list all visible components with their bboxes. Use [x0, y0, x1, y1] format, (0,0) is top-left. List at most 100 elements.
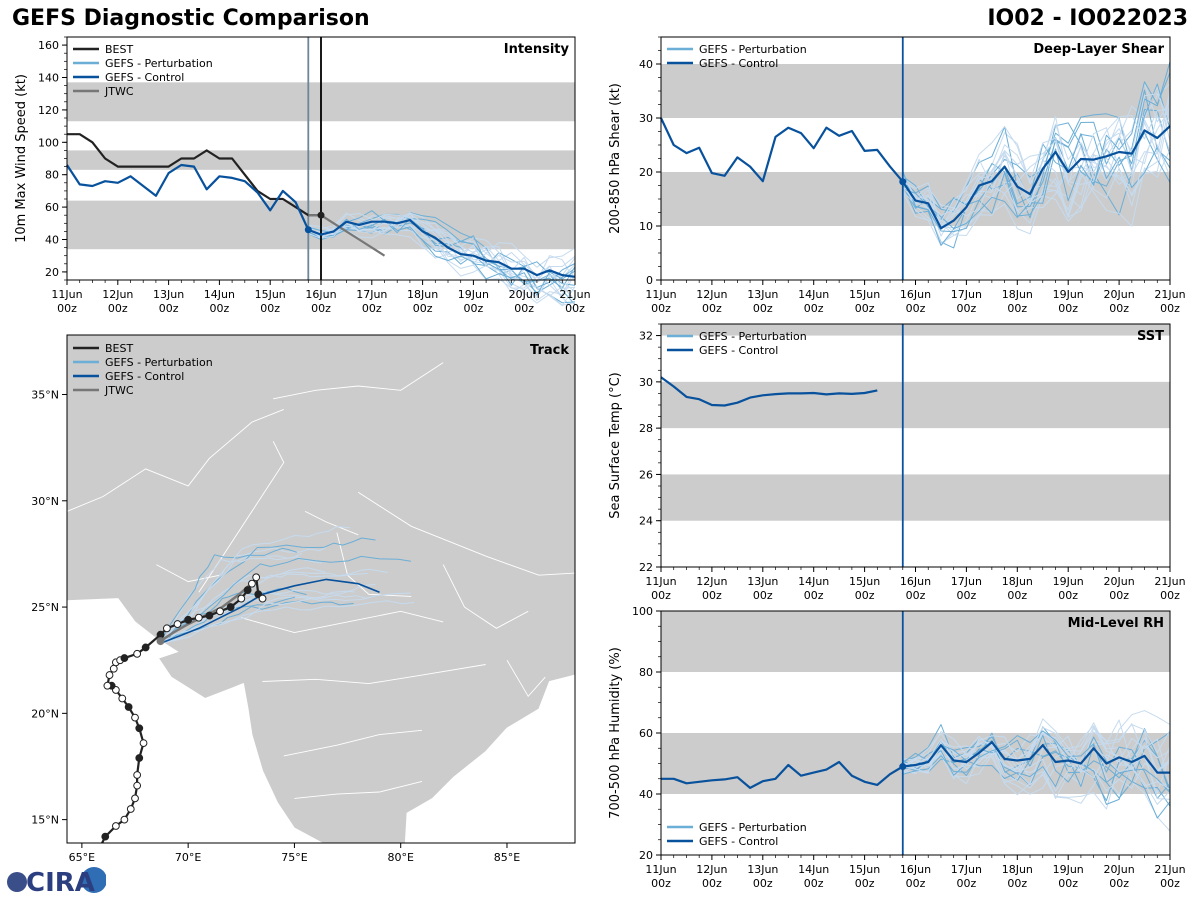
perturbation-track-15: [160, 555, 411, 644]
x-tick-hour: 00z: [1160, 877, 1180, 890]
border-line-0: [67, 408, 284, 512]
best-track-point: [205, 611, 214, 620]
legend-label-pert: GEFS - Perturbation: [105, 57, 213, 70]
legend-label-jtwc: JTWC: [104, 85, 134, 98]
x-tick-hour: 00z: [159, 302, 179, 315]
border-line-2: [357, 491, 575, 576]
control-init-point: [899, 178, 907, 186]
x-tick-day: 18Jun: [1002, 575, 1033, 588]
perturbation-member-15: [308, 210, 576, 289]
best-track-point: [252, 573, 261, 582]
perturbation-member-10: [902, 108, 1171, 233]
y-tick-label: 100: [632, 605, 653, 618]
x-tick-day: 19Jun: [1053, 288, 1084, 301]
best-track-point: [126, 805, 135, 813]
y-tick-label: 80: [639, 666, 653, 679]
perturbation-member-18: [902, 730, 1171, 794]
y-tick-label: 22: [639, 561, 653, 574]
border-line-5: [262, 664, 486, 685]
border-line-7: [294, 780, 423, 799]
best-track-point: [226, 603, 235, 611]
legend-label-pert: GEFS - Perturbation: [105, 356, 213, 369]
control-line: [660, 376, 878, 407]
y-tick-label: 40: [639, 58, 653, 71]
y-tick-label: 20: [45, 266, 59, 279]
y-tick-label: 26: [639, 468, 653, 481]
panel-rh: 2040608010011Jun00z12Jun00z13Jun00z14Jun…: [608, 605, 1186, 890]
x-tick-day: 17Jun: [951, 288, 982, 301]
legend-label-control: GEFS - Control: [699, 344, 778, 357]
x-tick-day: 19Jun: [458, 288, 489, 301]
y-tick-label: 120: [38, 104, 59, 117]
y-tick-label: 140: [38, 72, 59, 85]
border-line-1: [198, 441, 285, 593]
lat-tick-label: 20°N: [31, 707, 59, 720]
x-tick-hour: 00z: [1160, 302, 1180, 315]
threshold-band-0: [661, 474, 1170, 521]
y-tick-label: 10: [639, 220, 653, 233]
legend-label-best: BEST: [105, 43, 133, 56]
y-tick-label: 40: [639, 788, 653, 801]
plot-area: [661, 324, 1170, 567]
perturbation-member-19: [307, 213, 576, 289]
best-track-point: [194, 613, 203, 622]
logo-text: CIRA: [26, 868, 95, 896]
y-axis-label: 700-500 hPa Humidity (%): [608, 647, 623, 819]
x-tick-day: 20Jun: [509, 288, 540, 301]
x-tick-day: 16Jun: [900, 863, 931, 876]
x-tick-day: 20Jun: [1104, 575, 1135, 588]
x-tick-day: 15Jun: [255, 288, 286, 301]
legend-label-pert: GEFS - Perturbation: [699, 43, 807, 56]
x-tick-day: 14Jun: [798, 863, 829, 876]
x-tick-day: 15Jun: [849, 575, 880, 588]
x-tick-day: 20Jun: [1104, 863, 1135, 876]
threshold-band-1: [661, 64, 1170, 118]
x-tick-day: 14Jun: [204, 288, 235, 301]
x-tick-hour: 00z: [651, 302, 671, 315]
x-tick-day: 11Jun: [51, 288, 82, 301]
x-tick-hour: 00z: [1109, 877, 1129, 890]
x-tick-hour: 00z: [210, 302, 230, 315]
best-track-point: [133, 781, 142, 790]
perturbation-track-17: [160, 526, 351, 644]
y-tick-label: 60: [639, 727, 653, 740]
best-track-point: [248, 579, 256, 588]
y-tick-label: 80: [45, 169, 59, 182]
perturbation-member-15: [902, 736, 1171, 819]
y-tick-label: 100: [38, 136, 59, 149]
perturbation-member-9: [902, 61, 1171, 246]
control-init-point: [304, 226, 312, 234]
legend-label-control: GEFS - Control: [699, 57, 778, 70]
best-track-point: [120, 815, 129, 824]
x-tick-day: 11Jun: [645, 288, 676, 301]
x-tick-hour: 00z: [413, 302, 433, 315]
perturbation-track-14: [160, 583, 376, 644]
panel-title: Deep-Layer Shear: [1033, 42, 1164, 57]
border-line-6: [283, 729, 423, 757]
x-tick-day: 13Jun: [153, 288, 184, 301]
x-tick-hour: 00z: [855, 302, 875, 315]
x-tick-day: 14Jun: [798, 288, 829, 301]
best-track-point: [258, 594, 267, 603]
perturbation-track-12: [160, 547, 297, 644]
x-tick-day: 21Jun: [1154, 575, 1185, 588]
x-tick-day: 12Jun: [696, 863, 727, 876]
best-track-point: [139, 739, 148, 748]
best-track-point: [141, 643, 150, 652]
x-tick-hour: 00z: [1007, 589, 1027, 602]
panel-intensity: 2040608010012014016011Jun00z12Jun00z13Ju…: [14, 36, 591, 315]
x-tick-day: 21Jun: [559, 288, 590, 301]
x-tick-day: 17Jun: [951, 575, 982, 588]
perturbation-member-8: [902, 724, 1171, 789]
y-tick-label: 20: [639, 849, 653, 862]
border-line-11: [304, 510, 359, 536]
y-axis-label: 200-850 hPa Shear (kt): [608, 83, 623, 234]
best-track-point: [184, 615, 193, 624]
perturbation-member-11: [902, 710, 1171, 804]
perturbation-member-1: [902, 83, 1171, 236]
y-tick-label: 20: [639, 166, 653, 179]
storm-id-title: IO02 - IO022023: [987, 6, 1188, 31]
best-track-point: [101, 832, 110, 841]
panel-shear: 01020304011Jun00z12Jun00z13Jun00z14Jun00…: [608, 36, 1186, 315]
y-tick-label: 28: [639, 422, 653, 435]
